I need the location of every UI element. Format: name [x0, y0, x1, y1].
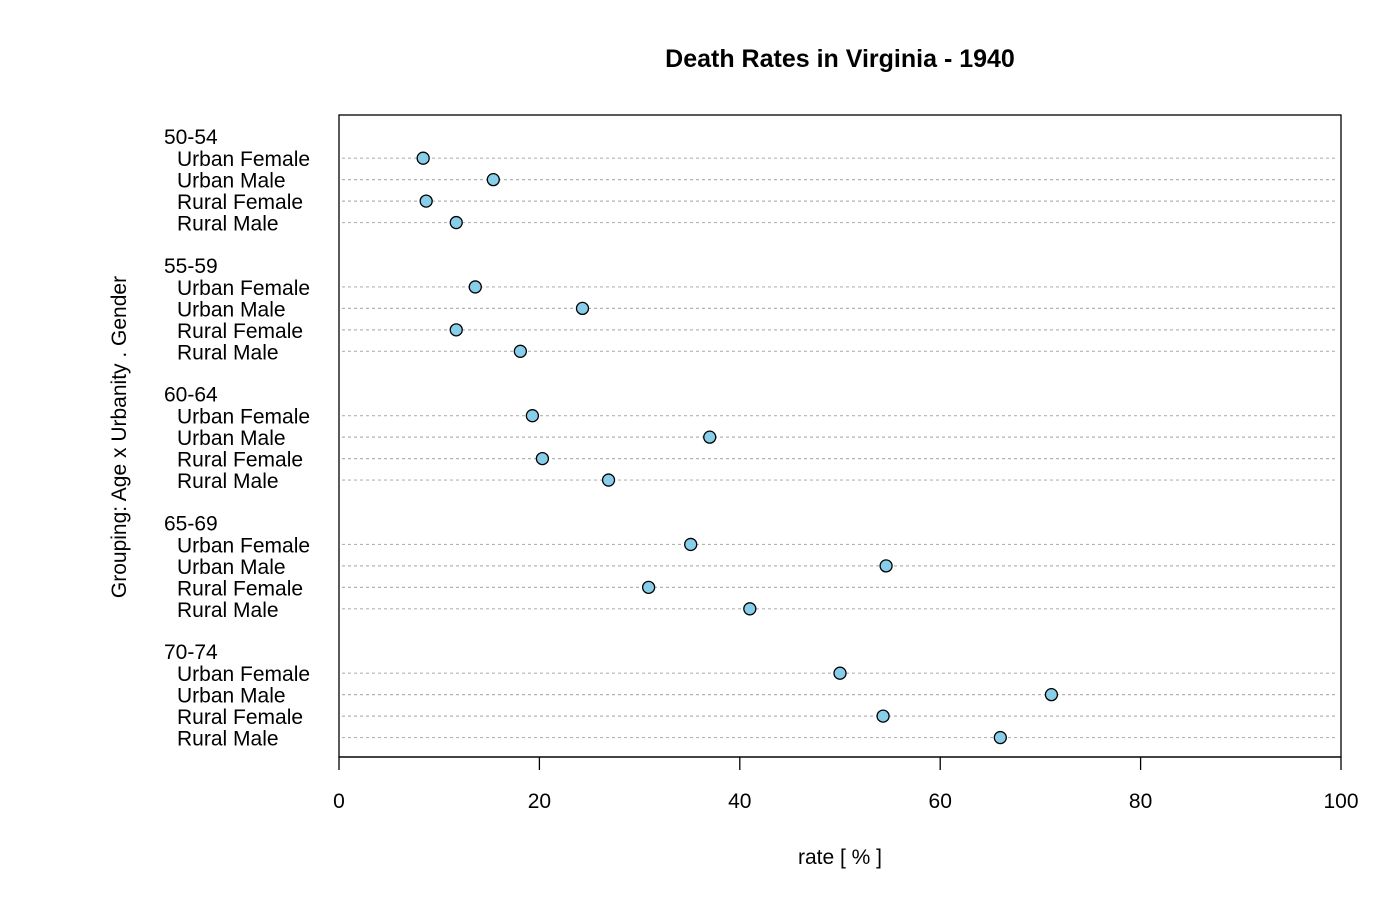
data-point — [684, 537, 698, 552]
x-tick-label: 20 — [528, 790, 551, 813]
data-point — [601, 473, 616, 487]
group-label: 55-59 — [164, 255, 218, 278]
category-label: Urban Female — [177, 148, 310, 171]
data-point — [486, 172, 500, 187]
x-axis-label: rate [ % ] — [798, 846, 882, 869]
category-label: Rural Female — [177, 577, 303, 600]
category-label: Urban Female — [177, 277, 310, 300]
group-label: 70-74 — [164, 641, 218, 664]
data-point — [513, 344, 528, 358]
data-point — [743, 602, 757, 616]
data-point — [575, 301, 590, 316]
data-point — [993, 730, 1007, 745]
data-point — [833, 666, 847, 680]
data-point — [1044, 688, 1059, 702]
category-label: Urban Female — [177, 663, 310, 686]
data-points — [416, 151, 1059, 745]
category-label: Rural Male — [177, 470, 279, 493]
category-label: Urban Male — [177, 298, 286, 321]
category-label: Urban Male — [177, 170, 286, 193]
category-label: Rural Female — [177, 320, 303, 343]
category-label: Urban Female — [177, 534, 310, 557]
y-axis-label: Grouping: Age x Urbanity . Gender — [108, 276, 131, 598]
category-label: Rural Male — [177, 728, 279, 751]
x-tick-label: 0 — [333, 790, 345, 813]
x-tick-label: 100 — [1323, 790, 1358, 813]
data-point — [468, 280, 482, 294]
category-label: Rural Female — [177, 449, 303, 472]
category-label: Rural Female — [177, 191, 303, 214]
group-label: 60-64 — [164, 384, 218, 407]
data-point — [416, 151, 430, 165]
x-tick-label: 80 — [1129, 790, 1152, 813]
category-label: Urban Male — [177, 427, 286, 450]
category-label: Urban Female — [177, 406, 310, 429]
category-label: Urban Male — [177, 685, 286, 708]
category-label: Rural Male — [177, 213, 279, 236]
data-point — [535, 451, 550, 466]
data-point — [419, 194, 433, 208]
group-label: 50-54 — [164, 126, 218, 149]
guide-lines — [342, 157, 1338, 739]
data-point — [879, 559, 893, 573]
data-point — [876, 709, 890, 723]
category-label: Rural Male — [177, 341, 279, 364]
x-tick-label: 40 — [728, 790, 751, 813]
plot-frame — [338, 114, 1342, 758]
data-point — [703, 430, 717, 444]
group-label: 65-69 — [164, 512, 218, 535]
data-point — [641, 580, 656, 594]
x-tick-label: 60 — [929, 790, 952, 813]
category-label: Urban Male — [177, 556, 286, 579]
data-point — [449, 323, 463, 337]
category-label: Rural Female — [177, 706, 303, 729]
data-point — [449, 215, 463, 230]
chart-title: Death Rates in Virginia - 1940 — [665, 45, 1015, 73]
data-point — [525, 409, 540, 423]
category-label: Rural Male — [177, 599, 279, 622]
x-axis: 0 20 40 60 80 100 — [333, 756, 1359, 813]
